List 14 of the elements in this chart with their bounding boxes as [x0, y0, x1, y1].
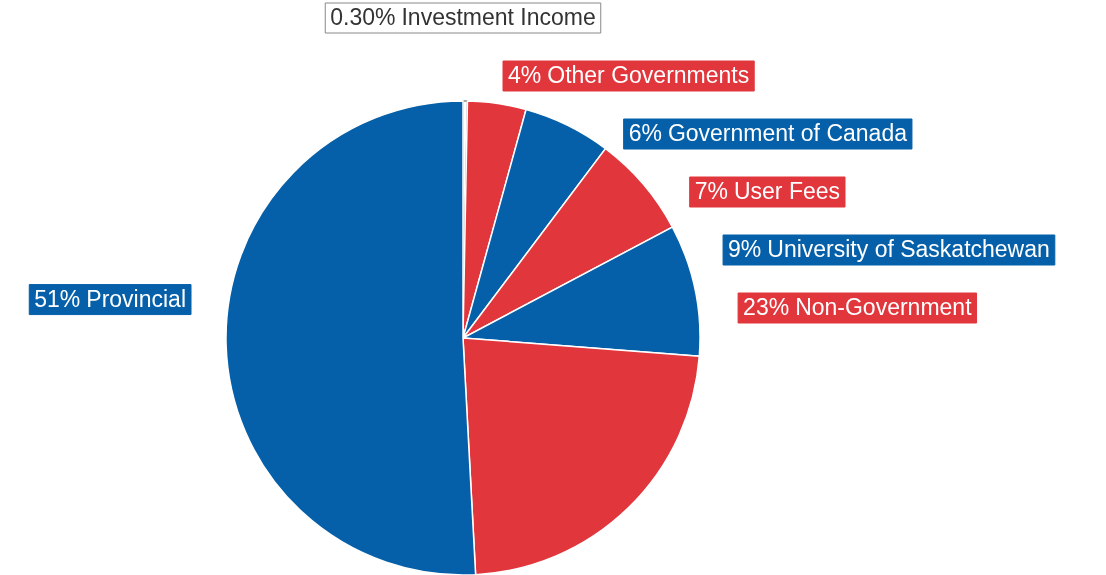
slice-label: University of Saskatchewan: [767, 236, 1050, 262]
data-label: 9%: [728, 236, 762, 262]
data-label: 0.30%: [330, 4, 396, 30]
slice-label: Investment Income: [401, 4, 596, 30]
data-label: 51%: [34, 285, 81, 312]
slice-label: Government of Canada: [667, 120, 908, 146]
data-label: 4%: [508, 62, 542, 88]
data-label: 23%: [743, 294, 790, 320]
slice-label: Non-Government: [795, 294, 973, 320]
data-label: 6%: [628, 120, 662, 146]
slice-label: Other Governments: [547, 62, 750, 88]
slice-label: User Fees: [733, 178, 841, 204]
data-label: 7%: [694, 178, 728, 204]
slice-label: Provincial: [86, 285, 187, 312]
